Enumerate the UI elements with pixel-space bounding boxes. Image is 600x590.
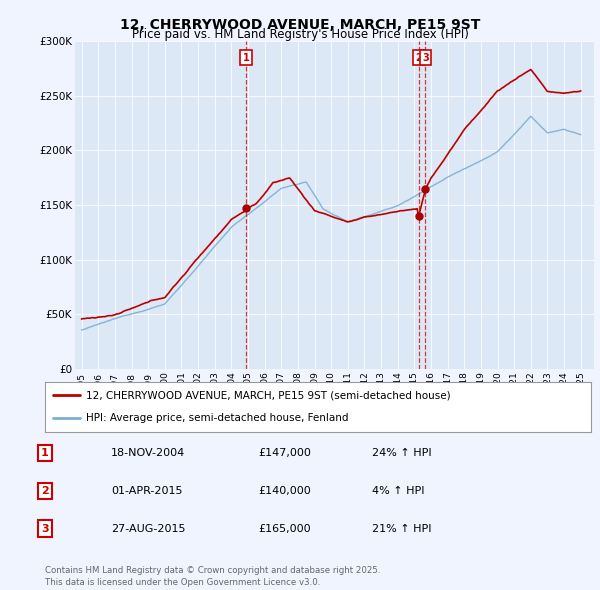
Text: 18-NOV-2004: 18-NOV-2004 bbox=[111, 448, 185, 458]
Text: Price paid vs. HM Land Registry's House Price Index (HPI): Price paid vs. HM Land Registry's House … bbox=[131, 28, 469, 41]
Text: 4% ↑ HPI: 4% ↑ HPI bbox=[372, 486, 425, 496]
Text: 3: 3 bbox=[422, 53, 429, 63]
Text: 2: 2 bbox=[41, 486, 49, 496]
Text: 01-APR-2015: 01-APR-2015 bbox=[111, 486, 182, 496]
Text: 12, CHERRYWOOD AVENUE, MARCH, PE15 9ST: 12, CHERRYWOOD AVENUE, MARCH, PE15 9ST bbox=[120, 18, 480, 32]
Text: £165,000: £165,000 bbox=[258, 524, 311, 533]
Text: 12, CHERRYWOOD AVENUE, MARCH, PE15 9ST (semi-detached house): 12, CHERRYWOOD AVENUE, MARCH, PE15 9ST (… bbox=[86, 390, 451, 400]
Text: HPI: Average price, semi-detached house, Fenland: HPI: Average price, semi-detached house,… bbox=[86, 414, 349, 424]
Text: £147,000: £147,000 bbox=[258, 448, 311, 458]
Text: 2: 2 bbox=[415, 53, 422, 63]
Text: 1: 1 bbox=[41, 448, 49, 458]
Text: £140,000: £140,000 bbox=[258, 486, 311, 496]
Text: 24% ↑ HPI: 24% ↑ HPI bbox=[372, 448, 431, 458]
Text: 1: 1 bbox=[242, 53, 250, 63]
Text: 21% ↑ HPI: 21% ↑ HPI bbox=[372, 524, 431, 533]
Text: Contains HM Land Registry data © Crown copyright and database right 2025.
This d: Contains HM Land Registry data © Crown c… bbox=[45, 566, 380, 587]
Text: 27-AUG-2015: 27-AUG-2015 bbox=[111, 524, 185, 533]
Text: 3: 3 bbox=[41, 524, 49, 533]
